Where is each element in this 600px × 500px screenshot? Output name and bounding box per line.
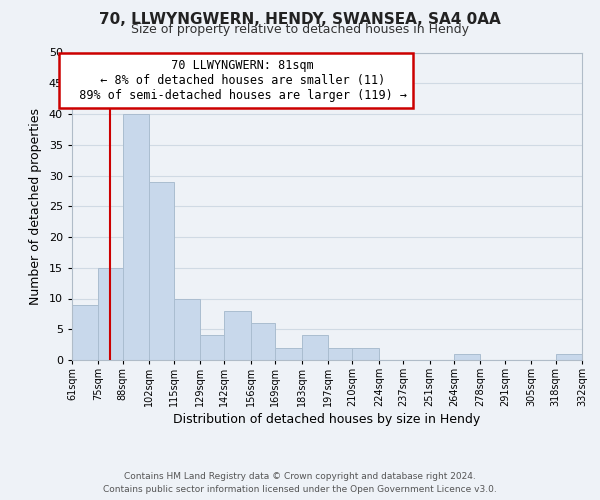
Text: 70, LLWYNGWERN, HENDY, SWANSEA, SA4 0AA: 70, LLWYNGWERN, HENDY, SWANSEA, SA4 0AA [99, 12, 501, 28]
Bar [200, 336, 224, 360]
Bar [454, 354, 481, 360]
Bar [352, 348, 379, 360]
X-axis label: Distribution of detached houses by size in Hendy: Distribution of detached houses by size … [173, 414, 481, 426]
Bar [275, 348, 302, 360]
Bar [149, 182, 173, 360]
Y-axis label: Number of detached properties: Number of detached properties [29, 108, 42, 304]
Bar [123, 114, 149, 360]
Text: Size of property relative to detached houses in Hendy: Size of property relative to detached ho… [131, 22, 469, 36]
Bar [328, 348, 352, 360]
Text: 70 LLWYNGWERN: 81sqm
  ← 8% of detached houses are smaller (11)
  89% of semi-de: 70 LLWYNGWERN: 81sqm ← 8% of detached ho… [65, 58, 407, 102]
Bar [72, 304, 98, 360]
Bar [556, 354, 582, 360]
Bar [251, 323, 275, 360]
Bar [302, 336, 328, 360]
Bar [98, 268, 123, 360]
Bar [224, 311, 251, 360]
Bar [173, 298, 200, 360]
Text: Contains HM Land Registry data © Crown copyright and database right 2024.
Contai: Contains HM Land Registry data © Crown c… [103, 472, 497, 494]
